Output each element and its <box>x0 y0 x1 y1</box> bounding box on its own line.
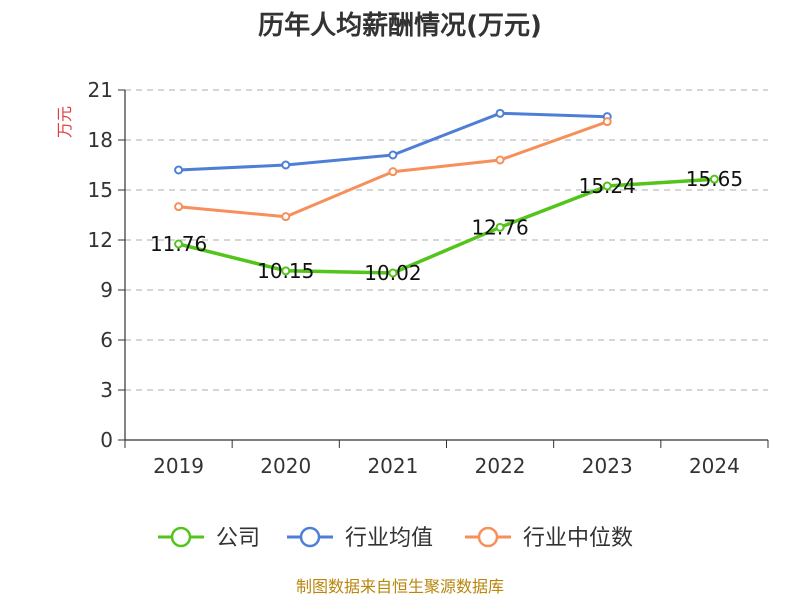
source-note: 制图数据来自恒生聚源数据库 <box>296 577 504 596</box>
data-point <box>602 117 612 127</box>
y-tick-label: 0 <box>100 428 113 452</box>
y-tick-label: 18 <box>88 128 113 152</box>
chart-title: 历年人均薪酬情况(万元) <box>258 10 542 41</box>
legend-marker-icon <box>477 526 499 548</box>
x-tick-label: 2023 <box>582 454 633 478</box>
data-point <box>388 167 398 177</box>
y-tick-label: 6 <box>100 328 113 352</box>
data-point <box>281 266 291 276</box>
data-point <box>174 239 184 249</box>
legend-item-0[interactable]: 公司 <box>158 526 260 551</box>
legend-item-2[interactable]: 行业中位数 <box>465 526 633 551</box>
axes: 0 3 6 9 12 15 18 21 2019 2020 2021 2022 2023 2024 <box>88 78 769 478</box>
data-point <box>602 181 612 191</box>
data-labels: 11.76 10.15 10.02 12.76 15.24 15.65 <box>150 167 743 285</box>
series-0 <box>174 174 719 278</box>
data-point <box>709 174 719 184</box>
data-point <box>174 165 184 175</box>
y-tick-label: 3 <box>100 378 113 402</box>
x-tick-label: 2022 <box>475 454 526 478</box>
data-label: 10.02 <box>364 261 421 285</box>
legend-label: 公司 <box>216 526 260 551</box>
legend-label: 行业中位数 <box>523 526 633 551</box>
y-tick-label: 21 <box>88 78 113 102</box>
data-label: 12.76 <box>471 215 528 239</box>
series-1 <box>174 108 612 175</box>
y-axis-label: 万元 <box>55 106 74 138</box>
data-point <box>495 108 505 118</box>
y-tick-label: 12 <box>88 228 113 252</box>
data-point <box>495 222 505 232</box>
x-tick-label: 2019 <box>153 454 204 478</box>
data-label: 10.15 <box>257 259 314 283</box>
grid-lines <box>125 89 768 391</box>
legend-marker-icon <box>299 526 321 548</box>
data-label: 15.24 <box>579 174 636 198</box>
y-tick-label: 9 <box>100 278 113 302</box>
data-label: 15.65 <box>686 167 743 191</box>
series-line <box>178 177 715 275</box>
x-tick-label: 2020 <box>260 454 311 478</box>
legend-marker-icon <box>170 526 192 548</box>
legend-item-1[interactable]: 行业均值 <box>287 526 433 551</box>
data-point <box>495 155 505 165</box>
data-point <box>174 202 184 212</box>
series-line <box>178 111 608 172</box>
legend-label: 行业均值 <box>345 526 433 551</box>
data-point <box>281 160 291 170</box>
x-tick-label: 2024 <box>689 454 740 478</box>
data-point <box>388 268 398 278</box>
y-tick-label: 15 <box>88 178 113 202</box>
data-label: 11.76 <box>150 232 207 256</box>
legend: 公司 行业均值 行业中位数 <box>158 526 633 551</box>
x-tick-label: 2021 <box>367 454 418 478</box>
data-point <box>281 212 291 222</box>
series-2 <box>174 117 612 222</box>
data-point <box>388 150 398 160</box>
series-layer <box>174 108 719 278</box>
